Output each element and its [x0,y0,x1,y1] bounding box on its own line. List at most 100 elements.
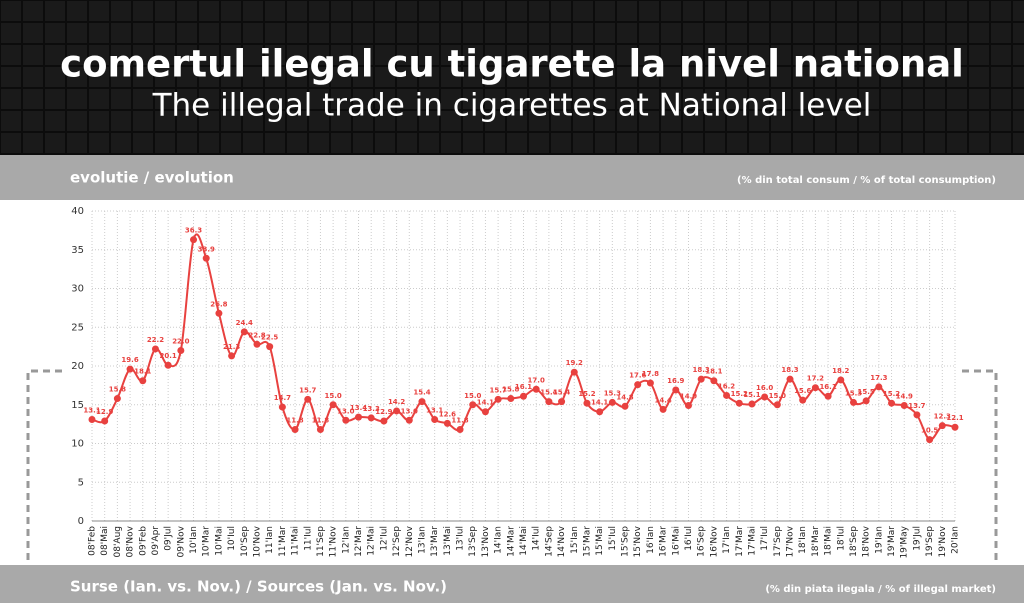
point [634,381,642,389]
x-tick-label: 13'Mar [430,526,440,557]
x-tick-label: 10'Mai [214,526,224,556]
point [215,309,223,317]
value-label: 13.7 [908,402,925,410]
value-label: 14.1 [477,399,494,407]
value-label: 18.1 [134,368,151,376]
value-label: 14.9 [896,393,913,401]
point [367,414,375,422]
x-tick-label: 10'Sep [240,526,250,557]
point [761,393,769,401]
value-label: 13.4 [350,404,367,412]
value-label: 22.2 [147,336,164,344]
point [672,386,680,394]
point [329,401,337,409]
point [799,396,807,404]
x-tick-label: 14'Iul [532,526,542,551]
x-tick-label: 19'Ian [874,526,884,554]
point [113,395,121,403]
y-tick-label: 15 [71,400,84,411]
point [266,343,274,351]
point [405,416,413,424]
value-label: 36.3 [185,227,202,235]
point [697,375,705,383]
point [532,385,540,393]
x-tick-label: 08'Nov [126,525,136,557]
point [418,398,426,406]
x-tick-label: 12'Nov [405,525,415,557]
point [228,352,236,360]
x-tick-label: 10'Iul [227,526,237,551]
value-label: 14.4 [654,396,671,404]
point [837,376,845,384]
value-label: 22.5 [261,334,278,342]
y-tick-label: 30 [71,284,84,295]
point [316,426,324,434]
point [723,391,731,399]
x-tick-label: 18'Mai [824,526,834,556]
point [913,411,921,419]
point [101,417,109,425]
x-tick-label: 16'Ian [646,526,656,554]
point [773,401,781,409]
x-tick-label: 19'May [900,525,910,558]
point [278,403,286,411]
chart-panel [0,200,1024,565]
footer-unit: (% din piata ilegala / % of illegal mark… [765,584,996,595]
x-tick-label: 13'Iul [456,526,466,551]
point [735,399,743,407]
value-label: 22.8 [248,331,265,339]
x-tick-label: 10'Mar [202,526,212,557]
value-label: 14.7 [274,394,291,402]
value-label: 15.8 [502,386,519,394]
value-label: 13.0 [401,407,418,415]
subtitle: The illegal trade in cigarettes at Natio… [152,88,872,124]
point [240,328,248,336]
point [456,426,464,434]
x-tick-label: 13'Nov [481,525,491,557]
point [202,254,210,262]
x-tick-label: 14'Ian [494,526,504,554]
section-unit: (% din total consum / % of total consump… [737,175,996,186]
value-label: 15.0 [769,392,786,400]
x-tick-label: 17'Mar [735,526,745,557]
y-tick-label: 5 [78,477,84,488]
point [570,368,578,376]
y-tick-label: 0 [78,516,84,527]
point [291,426,299,434]
value-label: 10.5 [921,427,938,435]
x-tick-label: 16'Mar [659,526,669,557]
value-label: 18.3 [781,366,798,374]
x-tick-label: 20'Ian [951,526,961,554]
point [126,365,134,373]
point [164,361,172,369]
point [621,402,629,410]
point [139,377,147,385]
section-bar [0,155,1024,200]
value-label: 21.3 [223,343,240,351]
point [659,405,667,413]
x-tick-label: 14'Mar [506,526,516,557]
x-tick-label: 13'Sep [468,526,478,557]
point [824,392,832,400]
value-label: 17.2 [807,375,824,383]
x-tick-label: 11'Mar [278,526,288,557]
x-tick-label: 09'Apr [151,526,161,556]
x-tick-label: 09'Nov [176,525,186,557]
point [190,236,198,244]
value-label: 18.1 [705,368,722,376]
point [151,345,159,353]
value-label: 11.8 [312,417,329,425]
point [926,436,934,444]
point [494,395,502,403]
x-tick-label: 18'Mar [811,526,821,557]
x-tick-label: 12'Ian [341,526,351,554]
x-tick-label: 08'Aug [113,526,123,558]
x-tick-label: 19'Mar [887,526,897,557]
value-label: 14.9 [680,393,697,401]
point [431,415,439,423]
point [938,422,946,430]
value-label: 16.9 [667,377,684,385]
footer-label: Surse (Ian. vs. Nov.) / Sources (Jan. vs… [70,578,447,596]
point [888,399,896,407]
